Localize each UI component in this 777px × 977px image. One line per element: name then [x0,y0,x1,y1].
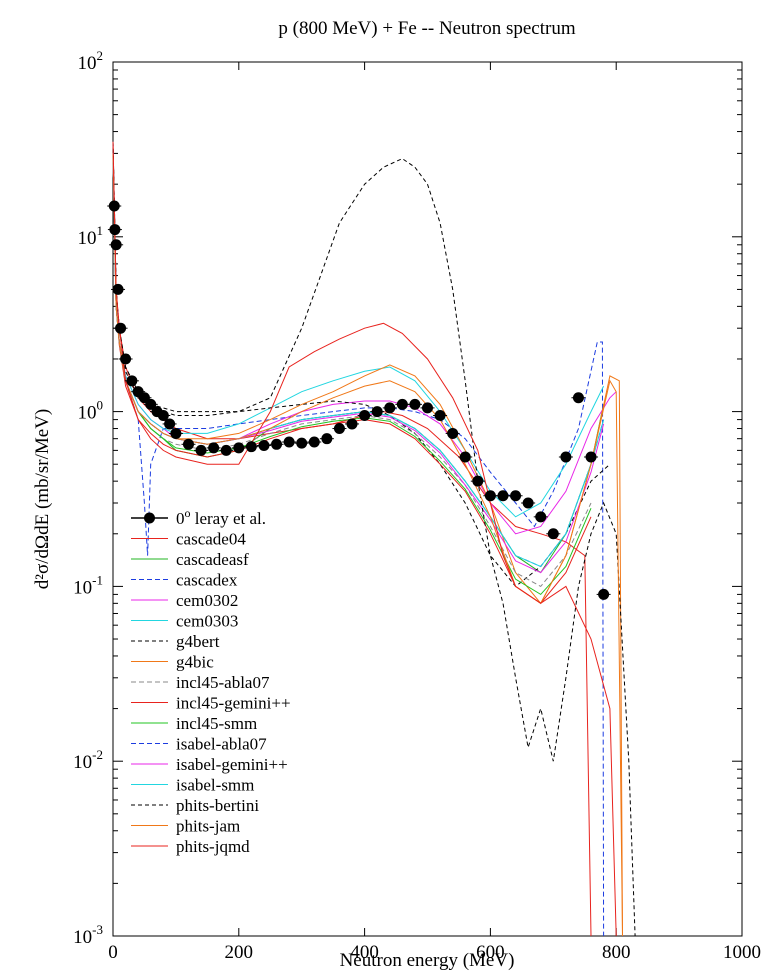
exp-point [572,392,584,404]
exp-point [170,427,182,439]
exp-point [510,490,522,502]
exp-point [359,409,371,421]
exp-point [115,322,127,334]
exp-point [459,451,471,463]
legend-label-cascadex: cascadex [176,571,238,590]
legend-label-isabel-smm: isabel-smm [176,776,254,795]
y-axis-label: d²σ/dΩdE (mb/sr/MeV) [32,409,53,589]
exp-point [384,402,396,414]
plot-frame [112,61,743,937]
exp-point [409,398,421,410]
y-tick-label: 102 [78,48,104,74]
x-tick-label: 1000 [723,942,761,963]
exp-point [396,398,408,410]
exp-point [585,451,597,463]
exp-point [296,437,308,449]
exp-point [164,418,176,430]
exp-point [535,511,547,523]
legend-label-incl45-smm: incl45-smm [176,714,257,733]
series-line-phits-jam [112,153,623,937]
legend-label-incl45-gemini++: incl45-gemini++ [176,694,291,713]
exp-point [182,438,194,450]
legend-label-cascadeasf: cascadeasf [176,550,249,569]
legend-label-isabel-gemini++: isabel-gemini++ [176,755,288,774]
x-axis-label: Neutron energy (MeV) [340,950,515,971]
series-line-phits-jqmd [112,141,617,937]
exp-point [145,398,157,410]
exp-point [346,418,358,430]
exp-point [108,200,120,212]
exp-point [120,353,132,365]
exp-point [447,427,459,439]
legend-marker-exp [144,512,155,524]
legend-label-cem0303: cem0303 [176,612,238,631]
series-line-phits-bertini [112,141,636,937]
series-line-incl45-smm [112,153,592,596]
axis-ticks: 0 200 400 600 800 1000 10-3 10-2 10-1 100 101 102 [73,48,761,963]
exp-point [109,224,121,236]
exp-point [321,433,333,445]
series-line-g4bert [112,141,611,588]
y-tick-label: 10-2 [73,747,103,773]
exp-point [195,444,207,456]
exp-point [258,439,270,451]
legend-label-phits-bertini: phits-bertini [176,796,259,815]
x-tick-label: 600 [476,942,505,963]
exp-point [422,402,433,414]
exp-point [333,423,345,435]
exp-point [497,490,509,502]
exp-point [484,490,496,502]
series-line-cascadex [112,141,605,937]
exp-point [560,451,572,463]
exp-point [233,442,245,454]
exp-point [220,444,232,456]
legend-label-cem0302: cem0302 [176,591,238,610]
exp-point [434,409,446,421]
exp-point [112,283,124,295]
legend-label-phits-jam: phits-jam [176,817,240,836]
x-tick-label: 400 [350,942,379,963]
exp-point [271,438,283,450]
exp-point [208,442,220,454]
exp-point [522,497,534,509]
series-line-cem0302 [112,153,617,535]
exp-point [371,406,383,418]
experimental-points [107,200,611,600]
legend-label-incl45-abla07: incl45-abla07 [176,673,270,692]
exp-point [126,375,138,387]
legend-label-isabel-abla07: isabel-abla07 [176,735,267,754]
x-tick-label: 800 [602,942,631,963]
exp-point [245,441,257,453]
legend-label-g4bic: g4bic [176,653,214,672]
legend-label-exp: 0o leray et al. [176,506,266,528]
legend-label-cascade04: cascade04 [176,530,246,549]
series-line-cem0303 [112,153,605,518]
exp-point [308,436,320,448]
exp-point [547,528,559,540]
exp-point [110,239,122,251]
series-line-incl45-gemini++ [112,153,592,604]
x-tick-label: 0 [108,942,118,963]
series-layer [112,141,636,937]
series-line-incl45-abla07 [112,153,592,588]
y-tick-label: 100 [78,398,104,424]
legend-label-g4bert: g4bert [176,632,220,651]
exp-point [598,588,610,600]
exp-point [472,475,484,487]
chart-title: p (800 MeV) + Fe -- Neutron spectrum [278,18,575,39]
x-tick-label: 200 [225,942,254,963]
y-tick-label: 10-1 [73,572,103,598]
legend-label-phits-jqmd: phits-jqmd [176,837,250,856]
y-tick-label: 10-3 [73,922,103,948]
y-tick-label: 101 [78,223,104,249]
exp-point [283,436,295,448]
exp-point [157,409,169,421]
